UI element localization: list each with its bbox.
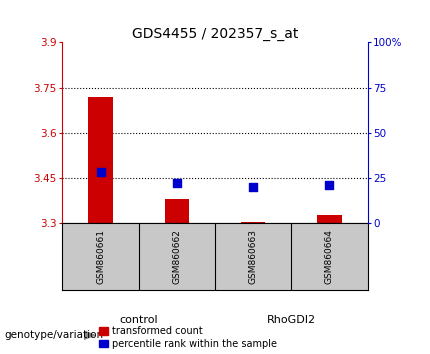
Text: GSM860661: GSM860661 (96, 229, 105, 284)
Bar (317, 216, 342, 223)
Point (97, 170, 104, 175)
Polygon shape (84, 331, 95, 339)
Point (250, 184, 257, 190)
Text: GSM860664: GSM860664 (325, 229, 334, 284)
Bar (165, 199, 189, 223)
Text: genotype/variation: genotype/variation (4, 330, 104, 339)
Legend: transformed count, percentile rank within the sample: transformed count, percentile rank withi… (99, 326, 277, 349)
Point (173, 181, 180, 186)
Text: control: control (120, 315, 158, 325)
Text: GSM860663: GSM860663 (249, 229, 258, 284)
Text: RhoGDI2: RhoGDI2 (267, 315, 316, 325)
Text: GSM860662: GSM860662 (172, 229, 181, 284)
Title: GDS4455 / 202357_s_at: GDS4455 / 202357_s_at (132, 28, 298, 41)
Bar (88, 97, 113, 223)
Point (326, 182, 333, 188)
Bar (241, 222, 265, 223)
